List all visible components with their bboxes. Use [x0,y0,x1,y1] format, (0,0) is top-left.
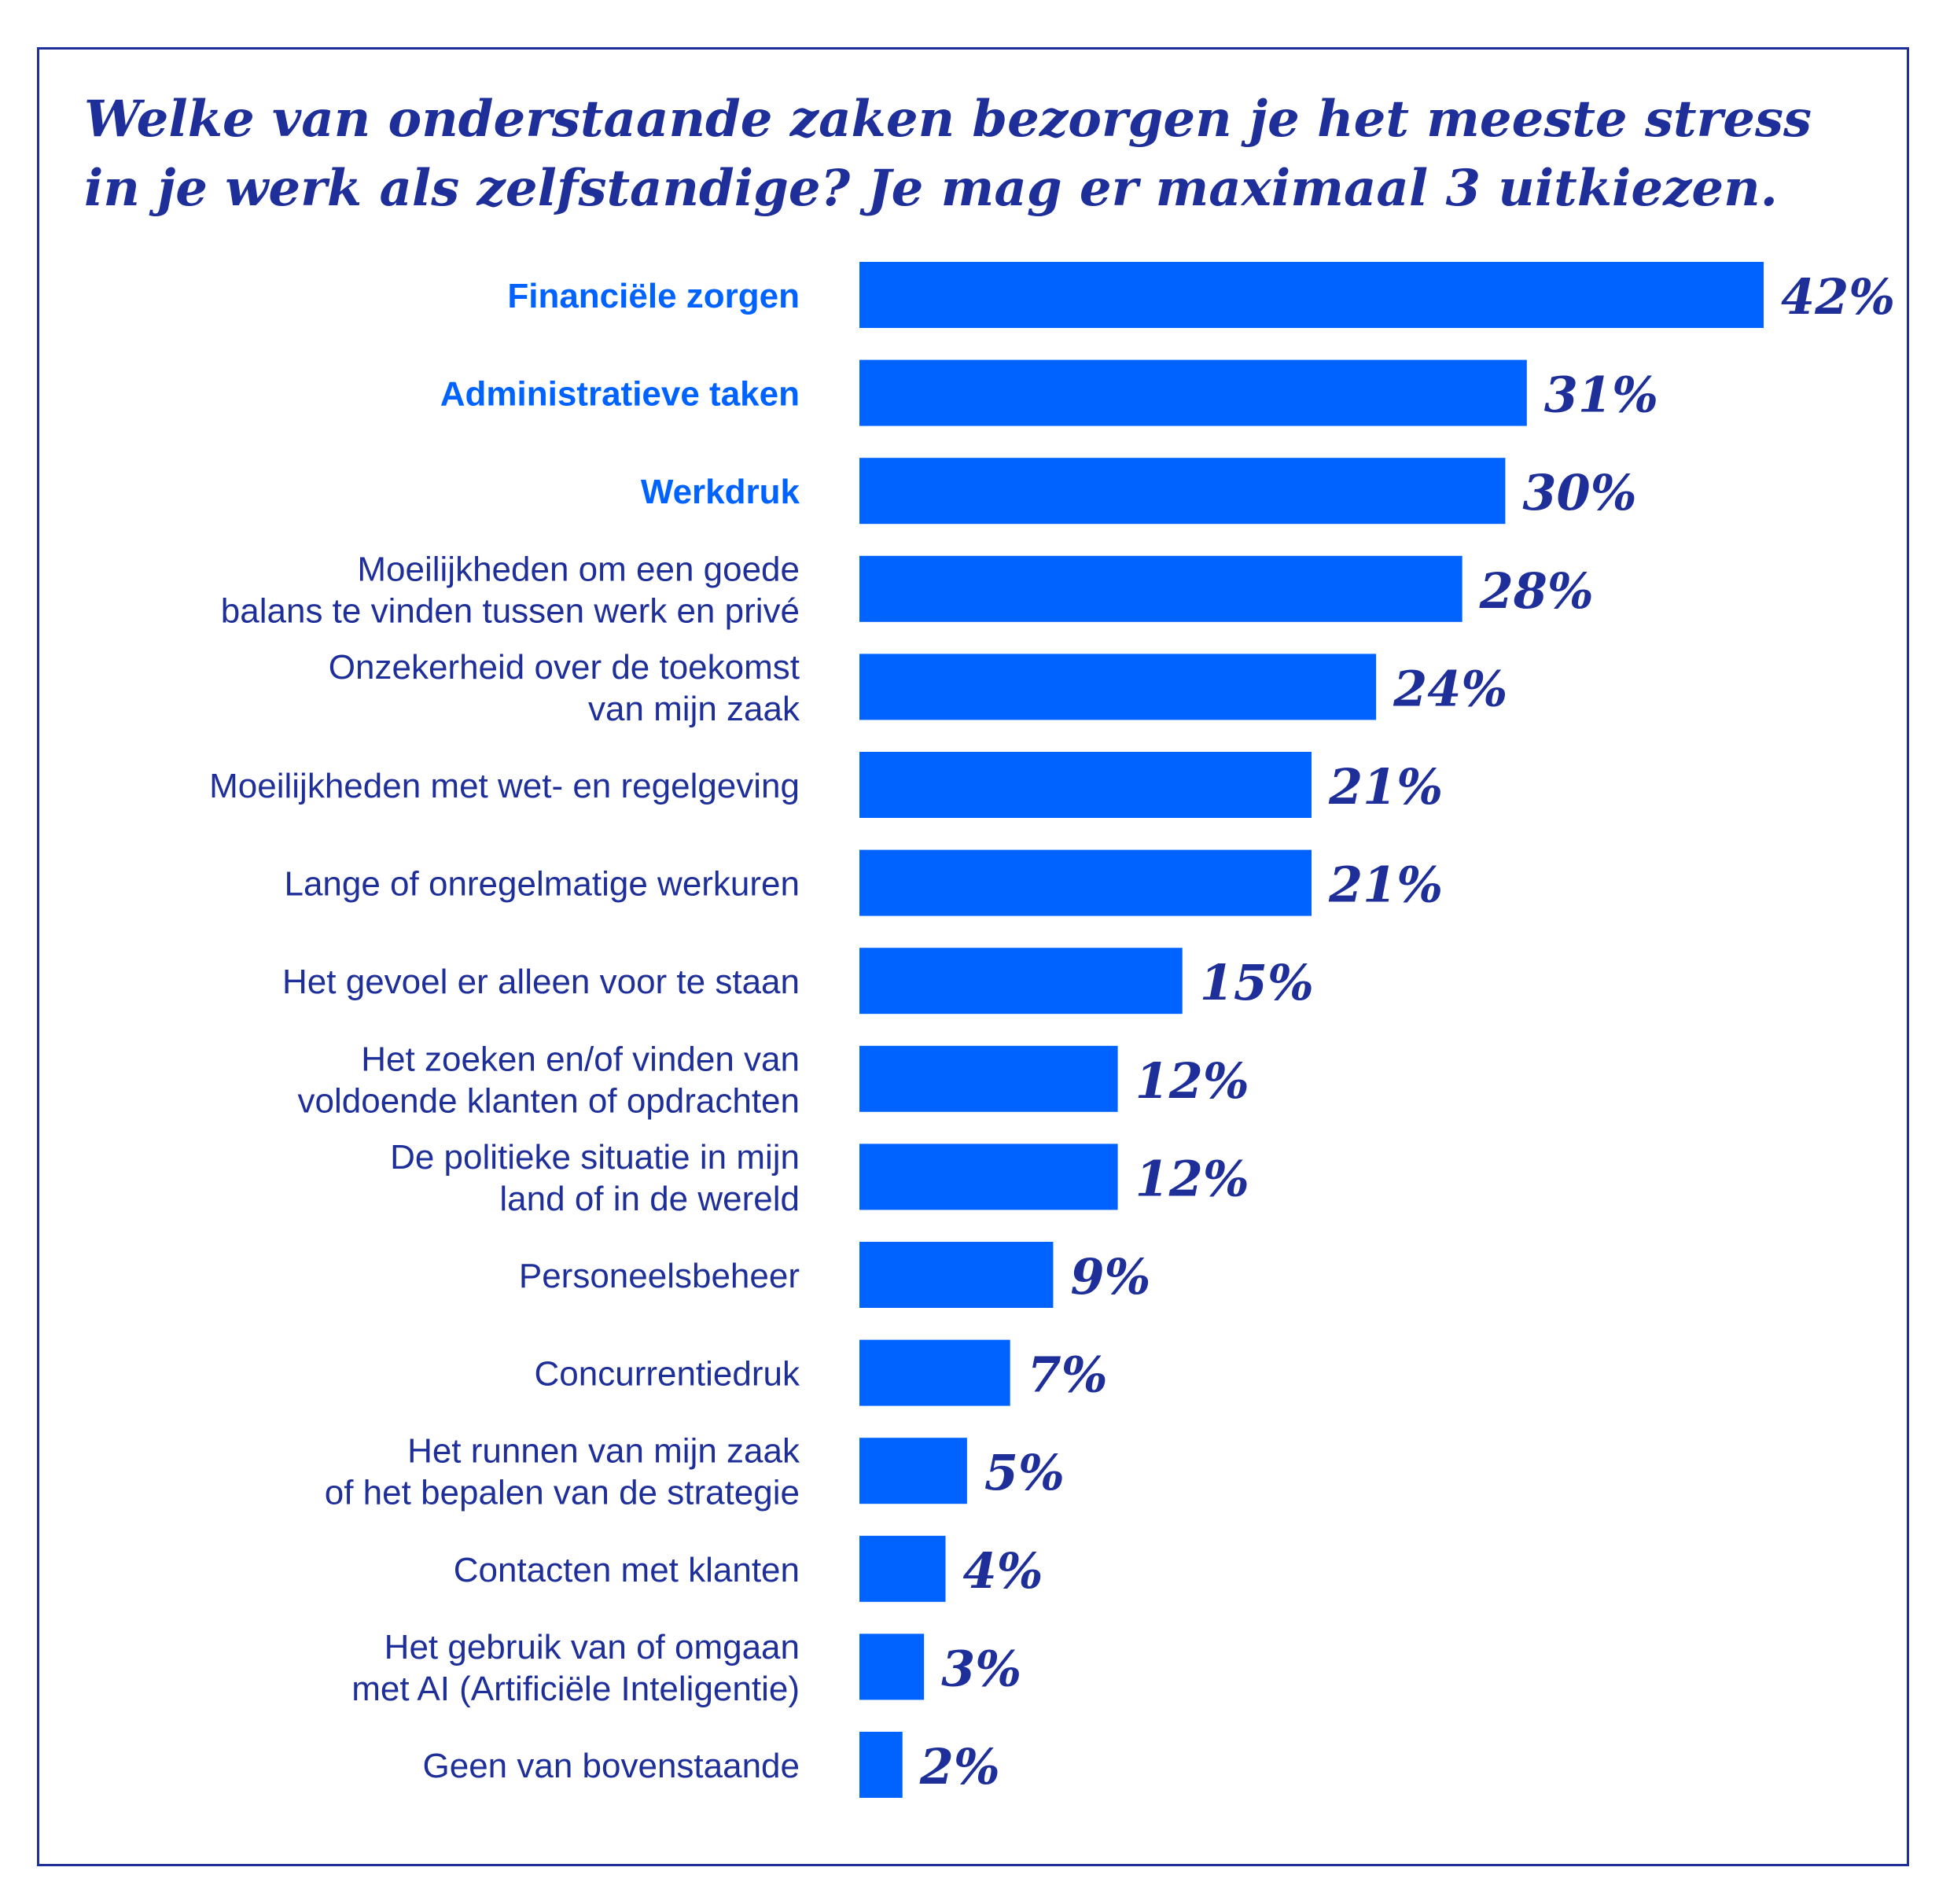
chart-frame [37,47,1909,1866]
bar-10 [859,1144,1118,1210]
value-label-6: 21% [1328,758,1443,816]
bar-7 [859,849,1312,916]
bar-2 [859,359,1527,426]
category-label-10-line-1: De politieke situatie in mijn [390,1138,800,1177]
category-label-13-line-1: Het runnen van mijn zaak [407,1432,800,1471]
category-label-14-line-1: Contacten met klanten [454,1551,800,1589]
bar-8 [859,948,1183,1015]
category-label-9-line-2: voldoende klanten of opdrachten [298,1081,800,1120]
bar-4 [859,555,1462,622]
category-label-3-line-1: Werkdruk [641,473,800,511]
value-label-1: 42% [1781,268,1895,326]
category-label-4-line-1: Moeilijkheden om een goede [357,550,800,588]
value-label-10: 12% [1135,1150,1249,1207]
category-label-7-line-1: Lange of onregelmatige werkuren [284,865,800,904]
category-label-15-line-2: met AI (Artificiële Inteligentie) [351,1670,800,1708]
category-label-11-line-1: Personeelsbeheer [519,1257,800,1295]
bar-12 [859,1339,1010,1406]
category-label-10-line-2: land of in de wereld [499,1180,800,1218]
bar-5 [859,654,1377,720]
category-label-2-line-1: Administratieve taken [440,375,800,414]
value-label-5: 24% [1393,660,1507,717]
chart-title-line-1: Welke van onderstaande zaken bezorgen je… [84,90,1812,149]
value-label-3: 30% [1522,464,1636,521]
category-label-8-line-1: Het gevoel er alleen voor te staan [282,963,800,1001]
chart-title: Welke van onderstaande zaken bezorgen je… [84,85,1893,223]
category-label-5-line-2: van mijn zaak [588,690,800,728]
value-label-12: 7% [1028,1346,1108,1404]
bar-1 [859,262,1764,328]
value-label-8: 15% [1200,954,1314,1011]
category-label-16-line-1: Geen van bovenstaande [423,1747,800,1785]
bar-9 [859,1045,1118,1112]
chart-title-line-2: in je werk als zelfstandige? Je mag er m… [84,159,1778,218]
category-label-4-line-2: balans te vinden tussen werk en privé [221,591,800,630]
category-label-6-line-1: Moeilijkheden met wet- en regelgeving [209,767,800,805]
category-label-5-line-1: Onzekerheid over de toekomst [329,648,800,687]
value-label-13: 5% [984,1444,1065,1501]
bar-15 [859,1633,925,1700]
category-label-9-line-1: Het zoeken en/of vinden van [361,1040,800,1078]
value-label-7: 21% [1328,856,1443,914]
category-label-12-line-1: Concurrentiedruk [535,1355,800,1394]
bar-6 [859,752,1312,818]
value-label-9: 12% [1135,1052,1249,1110]
value-label-2: 31% [1544,366,1658,424]
bar-16 [859,1732,903,1798]
value-label-16: 2% [919,1738,1000,1795]
bar-14 [859,1535,946,1602]
bar-13 [859,1438,967,1504]
value-label-14: 4% [963,1542,1043,1600]
value-label-11: 9% [1070,1248,1150,1306]
bar-11 [859,1242,1054,1308]
value-label-15: 3% [941,1640,1021,1697]
value-label-4: 28% [1479,562,1594,620]
category-label-13-line-2: of het bepalen van de strategie [325,1474,800,1512]
category-label-15-line-1: Het gebruik van of omgaan [384,1628,800,1666]
category-label-1-line-1: Financiële zorgen [507,277,800,315]
bar-3 [859,458,1506,525]
